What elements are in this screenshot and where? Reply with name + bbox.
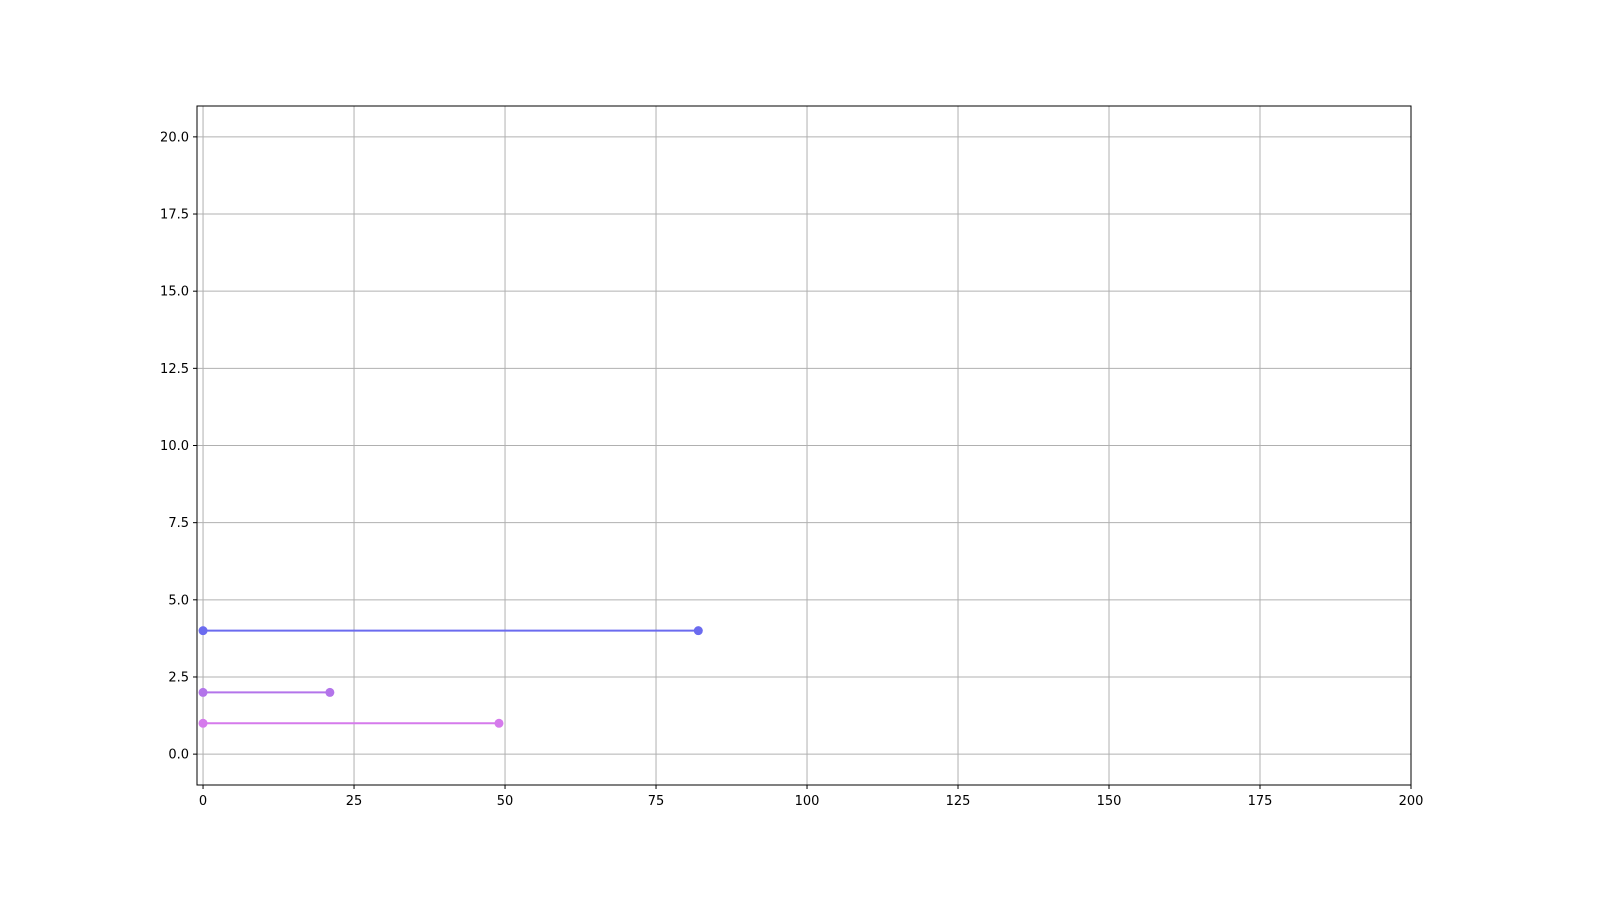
y-tick-label: 2.5 [168,670,189,685]
x-tick-label: 25 [346,794,363,809]
y-tick-label: 15.0 [160,285,189,300]
series-point-2 [494,718,504,728]
y-tick-label: 0.0 [168,748,189,763]
x-tick-label: 125 [946,794,971,809]
series-point-2 [198,718,208,728]
y-tick-label: 12.5 [160,362,189,377]
x-tick-label: 175 [1248,794,1273,809]
x-tick-label: 100 [795,794,820,809]
series-point-0 [198,626,208,636]
series-group [198,626,703,728]
y-tick-label: 17.5 [160,208,189,223]
y-tick-label: 5.0 [168,593,189,608]
y-tick-label: 7.5 [168,516,189,531]
x-tick-label: 75 [648,794,665,809]
x-tick-label: 0 [199,794,207,809]
grid [197,106,1412,785]
ticks: 0 25 50 75 100 125 150 175 200 0.0 2.5 5.0 7.5 10.0 12… [160,130,1423,809]
series-point-0 [693,626,703,636]
x-tick-label: 50 [497,794,514,809]
y-tick-label: 10.0 [160,439,189,454]
series-point-1 [325,687,335,697]
y-tick-label: 20.0 [160,130,189,145]
series-point-1 [198,687,208,697]
x-tick-label: 150 [1097,794,1122,809]
x-tick-label: 200 [1399,794,1424,809]
